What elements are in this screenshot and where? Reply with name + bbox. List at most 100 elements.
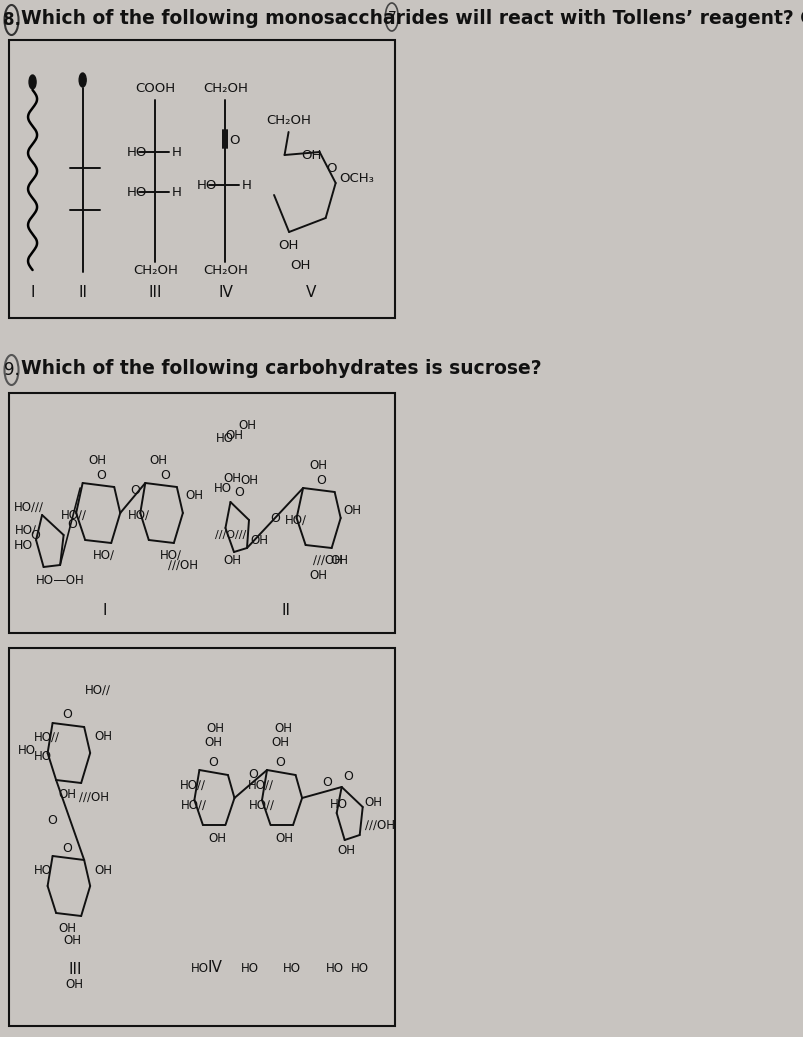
- Text: HO∕∕: HO∕∕: [180, 779, 206, 791]
- Text: OH: OH: [337, 843, 355, 857]
- Text: OCH₃: OCH₃: [339, 171, 374, 185]
- Text: OH: OH: [275, 832, 293, 844]
- Text: HO∕∕: HO∕∕: [61, 508, 87, 522]
- Text: COOH: COOH: [135, 82, 175, 94]
- Text: HO∕∕: HO∕∕: [34, 730, 60, 744]
- Circle shape: [29, 75, 36, 89]
- Text: OH: OH: [290, 258, 311, 272]
- Text: HO: HO: [190, 961, 208, 975]
- Text: OH: OH: [94, 730, 112, 744]
- Text: ∕∕∕OH: ∕∕∕OH: [168, 559, 198, 571]
- Text: O: O: [270, 511, 279, 525]
- Text: OH: OH: [271, 735, 289, 749]
- Text: O: O: [208, 756, 218, 768]
- Text: OH: OH: [251, 533, 268, 546]
- Text: ∕∕∕OH: ∕∕∕OH: [79, 790, 109, 804]
- Text: OH: OH: [88, 453, 107, 467]
- Text: III: III: [149, 284, 162, 300]
- Text: O: O: [229, 134, 239, 146]
- Text: O: O: [47, 813, 57, 826]
- Text: HO∕: HO∕: [128, 508, 149, 522]
- Text: HO: HO: [14, 538, 33, 552]
- Text: OH: OH: [278, 239, 298, 252]
- Text: OH: OH: [222, 472, 241, 484]
- Text: HO: HO: [126, 145, 146, 159]
- Text: CH₂OH: CH₂OH: [203, 82, 247, 94]
- Text: HO: HO: [283, 961, 300, 975]
- Text: OH: OH: [204, 735, 222, 749]
- Text: O: O: [247, 767, 258, 781]
- Text: HO: HO: [34, 751, 52, 763]
- Text: IV: IV: [208, 960, 222, 976]
- Text: OH: OH: [308, 568, 327, 582]
- Text: HO: HO: [214, 481, 231, 495]
- Text: O: O: [130, 483, 140, 497]
- Text: HO∕: HO∕: [160, 549, 182, 561]
- Text: OH: OH: [274, 722, 291, 734]
- Text: Which of the following carbohydrates is sucrose?: Which of the following carbohydrates is …: [21, 359, 541, 377]
- Text: O: O: [326, 162, 336, 174]
- Text: HO∕∕: HO∕∕: [85, 683, 111, 697]
- Text: I: I: [103, 602, 108, 617]
- Text: OH: OH: [94, 864, 112, 876]
- Text: II: II: [281, 602, 290, 617]
- Text: II: II: [78, 284, 87, 300]
- Text: 7: 7: [387, 10, 396, 24]
- Text: OH: OH: [185, 488, 203, 502]
- Text: OH: OH: [308, 458, 327, 472]
- Text: HO: HO: [329, 798, 347, 812]
- Text: HO: HO: [325, 961, 343, 975]
- Text: CH₂OH: CH₂OH: [132, 263, 177, 277]
- Text: CH₂OH: CH₂OH: [266, 113, 311, 127]
- Text: O: O: [67, 517, 77, 531]
- Text: 9.: 9.: [4, 361, 19, 379]
- Text: OH: OH: [365, 796, 382, 810]
- Text: OH: OH: [222, 554, 241, 566]
- Text: O: O: [275, 756, 285, 768]
- Text: H: H: [171, 145, 181, 159]
- Text: O: O: [30, 529, 40, 541]
- Text: O: O: [343, 770, 353, 784]
- Text: OH: OH: [343, 504, 361, 516]
- Text: O: O: [316, 474, 326, 486]
- Text: HO∕: HO∕: [15, 524, 37, 536]
- Text: HO: HO: [350, 961, 369, 975]
- Text: V: V: [305, 284, 316, 300]
- Text: III: III: [68, 962, 82, 978]
- Text: HO: HO: [36, 573, 54, 587]
- Text: O: O: [63, 708, 72, 722]
- Text: HO∕∕∕: HO∕∕∕: [14, 501, 43, 513]
- Text: I: I: [31, 284, 35, 300]
- Text: HO∕∕: HO∕∕: [181, 798, 207, 812]
- Text: OH: OH: [240, 474, 258, 486]
- Text: HO∕: HO∕: [92, 549, 115, 561]
- Text: OH: OH: [59, 788, 76, 802]
- Text: O: O: [96, 469, 106, 481]
- Text: HO: HO: [34, 864, 52, 876]
- Text: HO: HO: [196, 178, 217, 192]
- Text: O: O: [234, 485, 243, 499]
- Text: Which of the following monosaccharides will react with Tollens’ reagent? Circle : Which of the following monosaccharides w…: [21, 8, 803, 28]
- Text: HO: HO: [18, 744, 35, 757]
- Bar: [9, 40, 394, 318]
- Text: HO: HO: [215, 431, 233, 445]
- Text: IV: IV: [218, 284, 233, 300]
- Text: HO∕: HO∕: [284, 513, 306, 527]
- Text: HO∕∕: HO∕∕: [249, 798, 275, 812]
- Text: OH: OH: [208, 832, 226, 844]
- Text: ―OH: ―OH: [54, 573, 84, 587]
- Text: ∕∕∕OH: ∕∕∕OH: [365, 818, 394, 832]
- Text: OH: OH: [238, 419, 255, 431]
- Text: CH₂OH: CH₂OH: [203, 263, 247, 277]
- Text: O: O: [322, 776, 332, 788]
- Text: OH: OH: [330, 554, 349, 566]
- Text: OH: OH: [63, 933, 82, 947]
- Text: OH: OH: [59, 922, 76, 934]
- Text: OH: OH: [65, 979, 83, 991]
- Text: OH: OH: [206, 722, 224, 734]
- Text: ∕∕∕O∕∕∕: ∕∕∕O∕∕∕: [215, 530, 247, 540]
- Text: HO: HO: [126, 186, 146, 198]
- Bar: [9, 393, 394, 633]
- Text: O: O: [63, 841, 72, 854]
- Text: ∕∕∕OH: ∕∕∕OH: [312, 554, 343, 566]
